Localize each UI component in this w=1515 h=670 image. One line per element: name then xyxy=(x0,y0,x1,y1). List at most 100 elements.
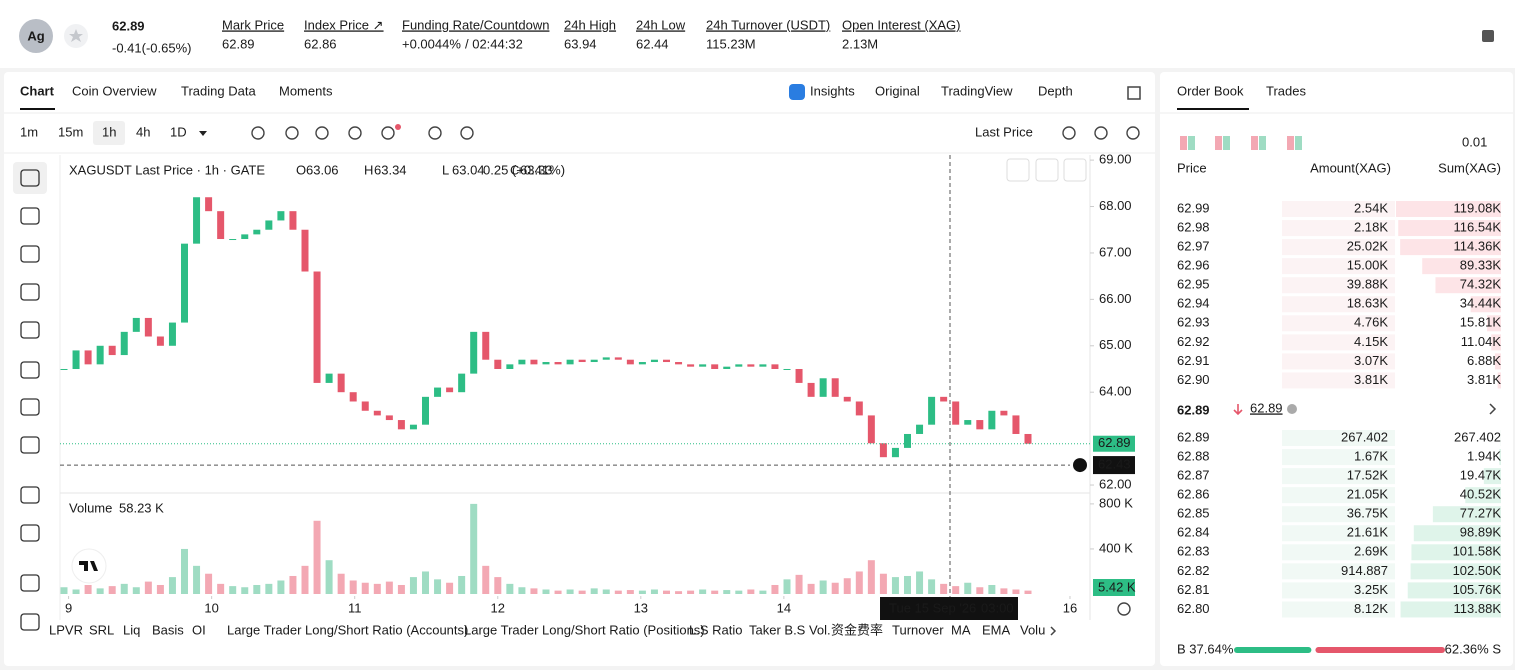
ob-view-icon[interactable] xyxy=(1180,136,1187,150)
draw-tool[interactable] xyxy=(20,169,40,187)
candle xyxy=(301,229,309,272)
depth-bar xyxy=(1396,201,1501,217)
toolbar-icon[interactable] xyxy=(1094,126,1108,140)
ob-view-icon[interactable] xyxy=(1259,136,1266,150)
draw-tool[interactable] xyxy=(20,321,40,339)
indicator[interactable]: Liq xyxy=(123,622,140,637)
view-tab[interactable]: TradingView xyxy=(941,83,1013,98)
indicator[interactable]: Volu xyxy=(1020,622,1045,637)
chart-tab[interactable]: Trading Data xyxy=(181,83,256,98)
ob-view-icon[interactable] xyxy=(1251,136,1258,150)
ob-price[interactable]: 62.95 xyxy=(1177,277,1210,292)
chart-button[interactable] xyxy=(1006,158,1030,182)
draw-tool[interactable] xyxy=(20,207,40,225)
notes-icon[interactable] xyxy=(1482,30,1494,42)
view-tab[interactable]: Insights xyxy=(810,83,855,98)
ob-price[interactable]: 62.84 xyxy=(1177,525,1210,540)
indicator[interactable]: SRL xyxy=(89,622,114,637)
ob-price[interactable]: 62.98 xyxy=(1177,219,1210,234)
ob-price[interactable]: 62.94 xyxy=(1177,296,1210,311)
ob-view-icon[interactable] xyxy=(1223,136,1230,150)
ob-price[interactable]: 62.88 xyxy=(1177,448,1210,463)
ob-view-icon[interactable] xyxy=(1188,136,1195,150)
expand-arrow[interactable] xyxy=(1489,403,1497,415)
draw-tool[interactable] xyxy=(20,361,40,379)
chart-button[interactable] xyxy=(1063,158,1087,182)
price-type[interactable]: Last Price xyxy=(975,124,1033,139)
toolbar-icon[interactable] xyxy=(348,126,362,140)
ob-price[interactable]: 62.90 xyxy=(1177,372,1210,387)
layout-icon[interactable] xyxy=(1127,86,1141,100)
indicator[interactable]: L.S Ratio xyxy=(689,622,742,637)
ob-tab[interactable]: Order Book xyxy=(1177,83,1244,98)
candle xyxy=(988,410,996,430)
toolbar-icon[interactable] xyxy=(1062,126,1076,140)
scroll-arrow[interactable] xyxy=(1050,626,1057,636)
ob-price[interactable]: 62.89 xyxy=(1177,429,1210,444)
volume-bar xyxy=(277,580,285,594)
interval[interactable]: 15m xyxy=(58,124,83,139)
crosshair-add[interactable] xyxy=(1073,458,1087,473)
toolbar-icon[interactable] xyxy=(251,126,265,140)
indicator[interactable]: Large Trader Long/Short Ratio (Positions… xyxy=(464,622,705,637)
ob-price[interactable]: 62.85 xyxy=(1177,506,1210,521)
toolbar-icon[interactable] xyxy=(285,126,299,140)
indicator[interactable]: OI xyxy=(192,622,206,637)
toolbar-icon[interactable] xyxy=(315,126,329,140)
draw-tool[interactable] xyxy=(20,613,40,631)
interval[interactable]: 1m xyxy=(20,124,38,139)
ob-view-icon[interactable] xyxy=(1295,136,1302,150)
ob-price[interactable]: 62.83 xyxy=(1177,544,1210,559)
stat-label: Index Price ↗ xyxy=(304,17,384,32)
ob-price[interactable]: 62.96 xyxy=(1177,258,1210,273)
view-tab[interactable]: Depth xyxy=(1038,83,1073,98)
draw-tool[interactable] xyxy=(20,486,40,504)
indicator[interactable]: Basis xyxy=(152,622,184,637)
indicator[interactable]: LPVR xyxy=(49,622,83,637)
precision[interactable]: 0.01 xyxy=(1462,134,1487,149)
indicator[interactable]: MA xyxy=(951,622,971,637)
draw-tool[interactable] xyxy=(20,574,40,592)
ob-sum: 34.44K xyxy=(1460,296,1502,311)
settings[interactable] xyxy=(1117,602,1131,616)
x-tick-label: 16 xyxy=(1063,600,1077,615)
indicator[interactable]: EMA xyxy=(982,622,1011,637)
ob-price[interactable]: 62.87 xyxy=(1177,468,1210,483)
interval[interactable]: 4h xyxy=(136,124,150,139)
volume-bar xyxy=(325,560,333,594)
toolbar-icon[interactable] xyxy=(1126,126,1140,140)
chart-tab[interactable]: Coin Overview xyxy=(72,83,157,98)
draw-tool[interactable] xyxy=(20,283,40,301)
ob-price[interactable]: 62.91 xyxy=(1177,353,1210,368)
chart-tab[interactable]: Chart xyxy=(20,83,55,98)
toolbar-icon[interactable] xyxy=(381,126,395,140)
chart-button[interactable] xyxy=(1035,158,1059,182)
view-tab[interactable]: Original xyxy=(875,83,920,98)
ob-tab[interactable]: Trades xyxy=(1266,83,1306,98)
tab-underline xyxy=(1177,108,1249,110)
draw-tool[interactable] xyxy=(20,436,40,454)
toolbar-icon[interactable] xyxy=(428,126,442,140)
indicator[interactable]: Large Trader Long/Short Ratio (Accounts) xyxy=(227,622,468,637)
ob-price[interactable]: 62.80 xyxy=(1177,601,1210,616)
ob-price[interactable]: 62.99 xyxy=(1177,200,1210,215)
ob-view-icon[interactable] xyxy=(1215,136,1222,150)
chart-tab[interactable]: Moments xyxy=(279,83,333,98)
ob-price[interactable]: 62.92 xyxy=(1177,334,1210,349)
draw-tool[interactable] xyxy=(20,524,40,542)
ob-price[interactable]: 62.97 xyxy=(1177,239,1210,254)
toolbar-icon[interactable] xyxy=(460,126,474,140)
interval[interactable]: 1D xyxy=(170,124,187,139)
ob-price[interactable]: 62.86 xyxy=(1177,487,1210,502)
ob-price[interactable]: 62.81 xyxy=(1177,582,1210,597)
candle xyxy=(265,220,273,230)
ob-price[interactable]: 62.82 xyxy=(1177,563,1210,578)
draw-tool[interactable] xyxy=(20,245,40,263)
indicator[interactable]: Turnover xyxy=(892,622,944,637)
ob-view-icon[interactable] xyxy=(1287,136,1294,150)
indicator[interactable]: 资金费率 xyxy=(831,622,883,637)
draw-tool[interactable] xyxy=(20,398,40,416)
interval[interactable]: 1h xyxy=(102,124,116,139)
ob-price[interactable]: 62.93 xyxy=(1177,315,1210,330)
indicator[interactable]: Taker B.S Vol. xyxy=(749,622,831,637)
